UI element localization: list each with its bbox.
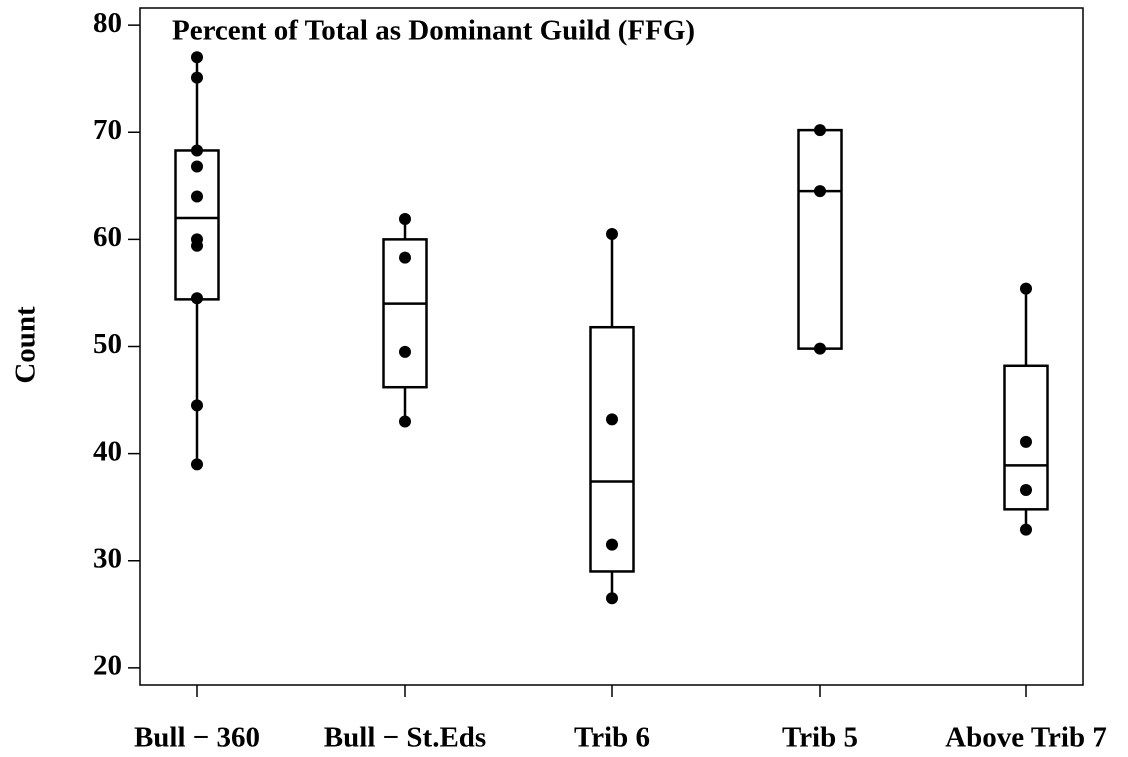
data-point <box>399 213 411 226</box>
y-tick-label: 30 <box>93 542 122 574</box>
box <box>589 325 635 573</box>
data-point <box>191 458 203 471</box>
data-point <box>1020 282 1032 295</box>
data-point <box>814 185 826 198</box>
box <box>797 128 843 350</box>
x-tick-label: Trib 5 <box>782 722 858 754</box>
y-axis-label: Count <box>10 306 42 384</box>
data-point <box>606 592 618 605</box>
y-tick-label: 40 <box>93 435 122 467</box>
x-tick-label: Trib 6 <box>574 722 650 754</box>
data-point <box>399 345 411 358</box>
data-point <box>191 239 203 252</box>
data-point <box>399 251 411 264</box>
y-tick-label: 50 <box>93 328 122 360</box>
x-tick-label: Above Trib 7 <box>945 722 1107 754</box>
data-point <box>606 228 618 241</box>
y-tick-label: 80 <box>93 7 122 39</box>
data-point <box>191 160 203 173</box>
y-tick-label: 20 <box>93 650 122 682</box>
data-point <box>1020 435 1032 448</box>
data-point <box>814 342 826 355</box>
box <box>1003 364 1049 511</box>
data-point <box>814 124 826 137</box>
y-tick-label: 60 <box>93 221 122 253</box>
x-tick-label: Bull − 360 <box>134 722 260 754</box>
box <box>174 149 220 301</box>
data-point <box>191 399 203 412</box>
x-tick-label: Bull − St.Eds <box>324 722 486 754</box>
data-point <box>191 190 203 203</box>
data-point <box>191 144 203 157</box>
data-point <box>606 413 618 426</box>
data-point <box>191 51 203 64</box>
box <box>382 238 428 389</box>
data-point <box>191 71 203 84</box>
chart-title: Percent of Total as Dominant Guild (FFG) <box>172 15 695 47</box>
data-point <box>1020 484 1032 497</box>
y-tick-label: 70 <box>93 114 122 146</box>
data-point <box>1020 523 1032 536</box>
data-point <box>399 415 411 428</box>
data-point <box>191 292 203 305</box>
data-point <box>606 538 618 551</box>
